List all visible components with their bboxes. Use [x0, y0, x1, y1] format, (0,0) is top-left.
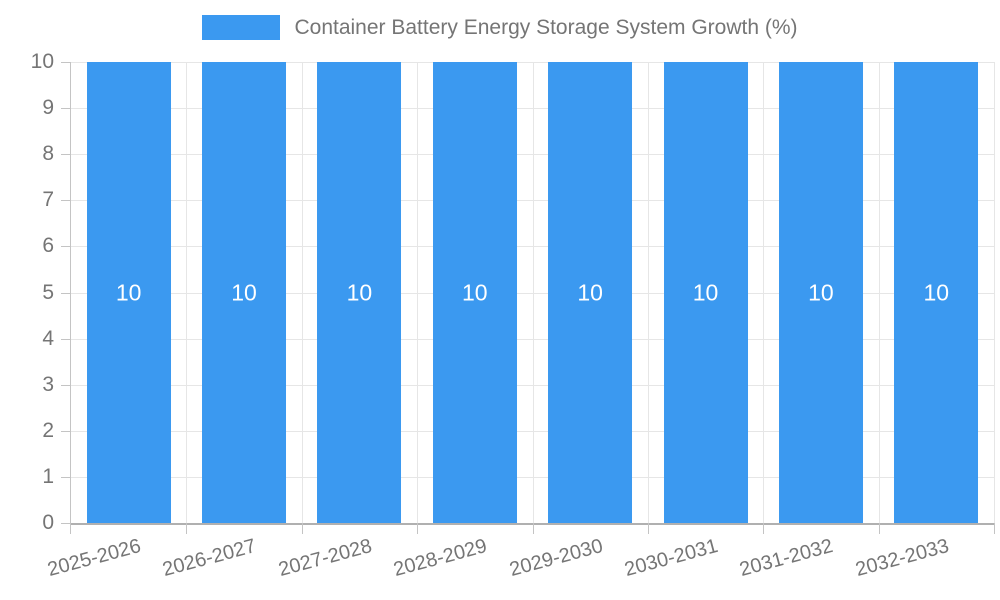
v-gridline: [532, 62, 534, 523]
x-tick-mark: [186, 523, 188, 534]
y-axis-tick-label: 1: [42, 464, 54, 488]
y-axis-tick-label: 4: [42, 326, 54, 350]
v-gridline: [878, 62, 880, 523]
x-axis-label: 2031-2032: [737, 535, 836, 582]
x-tick-mark: [532, 523, 534, 534]
y-axis-tick-label: 5: [42, 280, 54, 304]
y-axis-tick-label: 10: [30, 50, 54, 73]
bar-value-label: 10: [462, 279, 488, 305]
bar: 10: [778, 62, 863, 523]
bar-value-label: 10: [923, 279, 950, 305]
y-tick-mark: [61, 108, 70, 110]
bar: 10: [432, 62, 517, 523]
bar: 10: [317, 62, 402, 523]
y-tick-mark: [61, 338, 70, 340]
legend: Container Battery Energy Storage System …: [0, 15, 1000, 40]
y-tick-mark: [61, 523, 70, 524]
y-axis-tick-label: 3: [42, 372, 54, 396]
x-tick-mark: [763, 523, 765, 534]
x-axis-label: 2026-2027: [160, 535, 259, 582]
y-tick-mark: [61, 430, 70, 432]
bar: 10: [663, 62, 748, 523]
x-tick-mark: [70, 523, 71, 534]
x-axis-label: 2028-2029: [391, 535, 490, 582]
v-gridline: [763, 62, 765, 523]
v-gridline: [301, 62, 303, 523]
y-axis-tick-label: 6: [42, 234, 54, 258]
x-axis-label: 2027-2028: [276, 535, 375, 582]
x-tick-mark: [417, 523, 419, 534]
v-gridline: [186, 62, 188, 523]
bar: 10: [548, 62, 633, 523]
bar: 10: [86, 62, 171, 523]
legend-label: Container Battery Energy Storage System …: [294, 15, 798, 39]
v-gridline: [994, 62, 995, 523]
bar: 10: [202, 62, 287, 523]
bar-value-label: 10: [808, 279, 834, 305]
bar-value-label: 10: [577, 279, 603, 305]
x-tick-mark: [878, 523, 880, 534]
y-tick-mark: [61, 292, 70, 294]
x-axis-label: 2025-2026: [45, 535, 144, 582]
y-axis-tick-label: 0: [42, 511, 54, 534]
x-tick-mark: [994, 523, 995, 534]
y-axis-tick-label: 8: [42, 142, 54, 166]
x-tick-mark: [647, 523, 649, 534]
x-axis-labels: 2025-2026 2026-2027 2027-2028 2028-2029 2029…: [45, 523, 993, 600]
y-axis-tick-label: 2: [42, 418, 54, 442]
bar-value-label: 10: [692, 279, 719, 305]
y-tick-mark: [61, 384, 70, 386]
bar: 10: [894, 62, 979, 523]
bar-value-label: 10: [346, 279, 373, 305]
legend-swatch: [202, 15, 281, 40]
y-tick-mark: [61, 62, 70, 63]
bar-value-label: 10: [231, 279, 257, 305]
y-tick-mark: [61, 200, 70, 202]
bar-value-label: 10: [115, 279, 142, 305]
x-axis-label: 2029-2030: [506, 535, 605, 582]
x-axis-label: 2032-2033: [852, 535, 952, 582]
v-gridline: [417, 62, 419, 523]
y-tick-mark: [61, 154, 70, 156]
x-axis-label: 2030-2031: [622, 535, 721, 582]
y-axis-tick-label: 7: [42, 188, 54, 212]
y-axis-tick-label: 9: [42, 96, 54, 120]
y-axis-labels: 0 1 2 3 4 5 6 7 8 9 10: [0, 50, 54, 534]
y-tick-mark: [61, 246, 70, 248]
x-tick-mark: [301, 523, 303, 534]
v-gridline: [647, 62, 649, 523]
plot-area: 10 10 10 10 10 10 10 10: [61, 62, 995, 534]
y-tick-mark: [61, 476, 70, 478]
